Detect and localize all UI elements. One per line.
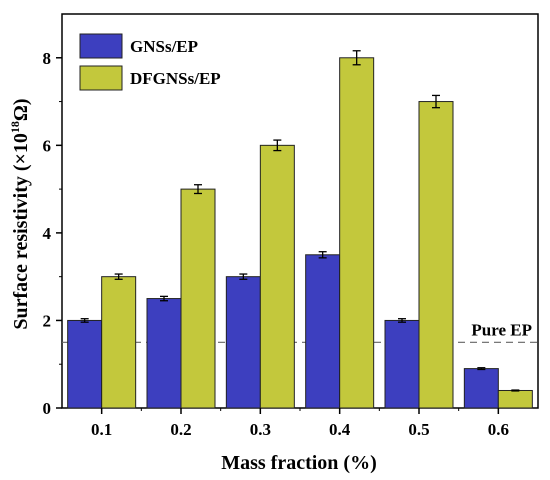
bar-1-2 <box>259 144 295 409</box>
bar-1-4 <box>418 101 454 409</box>
y-tick-label-1: 2 <box>43 311 52 330</box>
y-tick-label-3: 6 <box>43 136 52 155</box>
bar-0-5 <box>463 368 499 409</box>
y-tick-label-4: 8 <box>43 49 52 68</box>
legend-label-0: GNSs/EP <box>130 37 198 56</box>
y-tick-label-2: 4 <box>43 224 52 243</box>
y-axis-title-unit: Ω) <box>10 98 32 121</box>
legend-swatch-0 <box>79 33 123 59</box>
x-tick-label-5: 0.6 <box>488 420 509 439</box>
legend: GNSs/EP DFGNSs/EP <box>79 33 221 91</box>
bars-group <box>67 57 533 409</box>
bar-0-4 <box>384 319 420 409</box>
bar-0-3 <box>305 254 341 409</box>
x-tick-label-2: 0.3 <box>250 420 271 439</box>
x-axis-title: Mass fraction (%) <box>221 452 377 474</box>
bar-0-1 <box>146 298 182 409</box>
bar-0-0 <box>67 319 103 409</box>
x-tick-label-0: 0.1 <box>91 420 112 439</box>
x-tick-label-4: 0.5 <box>408 420 429 439</box>
bar-1-1 <box>180 188 216 409</box>
bar-1-5 <box>497 389 533 409</box>
error-bars-group <box>80 50 520 392</box>
reference-line-label: Pure EP <box>471 320 532 339</box>
legend-swatch-1 <box>79 65 123 91</box>
y-axis-title-superscript: 18 <box>8 121 22 133</box>
reference-line-group: Pure EP <box>62 320 538 343</box>
y-axis-title-main: Surface resistivity (×10 <box>10 133 32 330</box>
ticks-group: 0.1 0.2 0.3 0.4 0.5 0.6 0 2 4 6 8 <box>43 49 509 439</box>
x-tick-label-3: 0.4 <box>329 420 351 439</box>
bar-0-2 <box>225 276 261 409</box>
bar-1-0 <box>101 276 137 409</box>
x-tick-label-1: 0.2 <box>170 420 191 439</box>
legend-label-1: DFGNSs/EP <box>130 69 221 88</box>
y-tick-label-0: 0 <box>43 399 52 418</box>
bar-1-3 <box>339 57 375 409</box>
y-axis-title: Surface resistivity (×1018Ω) <box>8 98 32 329</box>
